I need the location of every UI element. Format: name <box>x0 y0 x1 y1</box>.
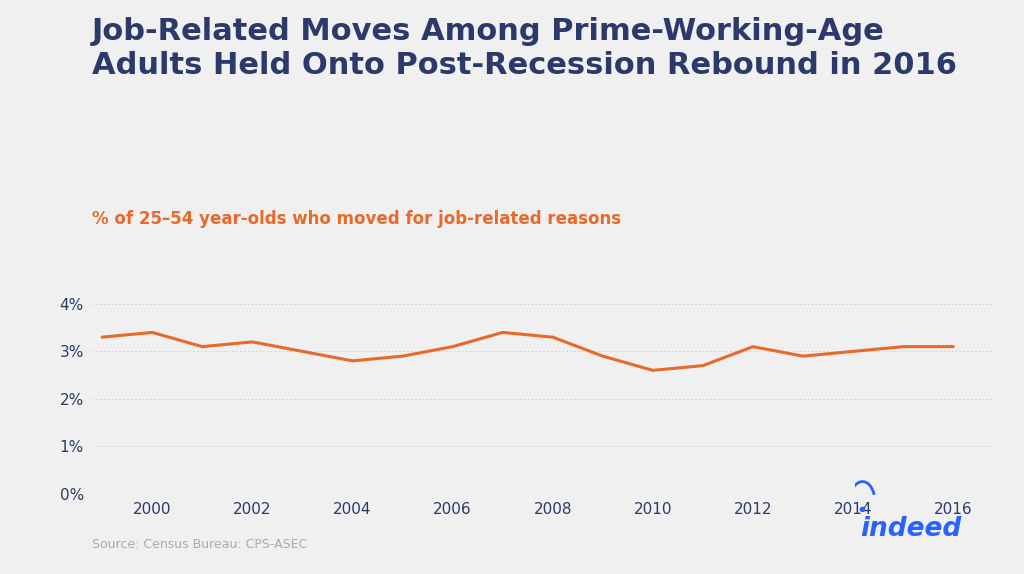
Text: indeed: indeed <box>860 517 962 542</box>
Text: % of 25–54 year-olds who moved for job-related reasons: % of 25–54 year-olds who moved for job-r… <box>92 210 622 227</box>
Text: Source: Census Bureau: CPS-ASEC: Source: Census Bureau: CPS-ASEC <box>92 538 307 551</box>
Text: Job-Related Moves Among Prime-Working-Age
Adults Held Onto Post-Recession Reboun: Job-Related Moves Among Prime-Working-Ag… <box>92 17 957 80</box>
